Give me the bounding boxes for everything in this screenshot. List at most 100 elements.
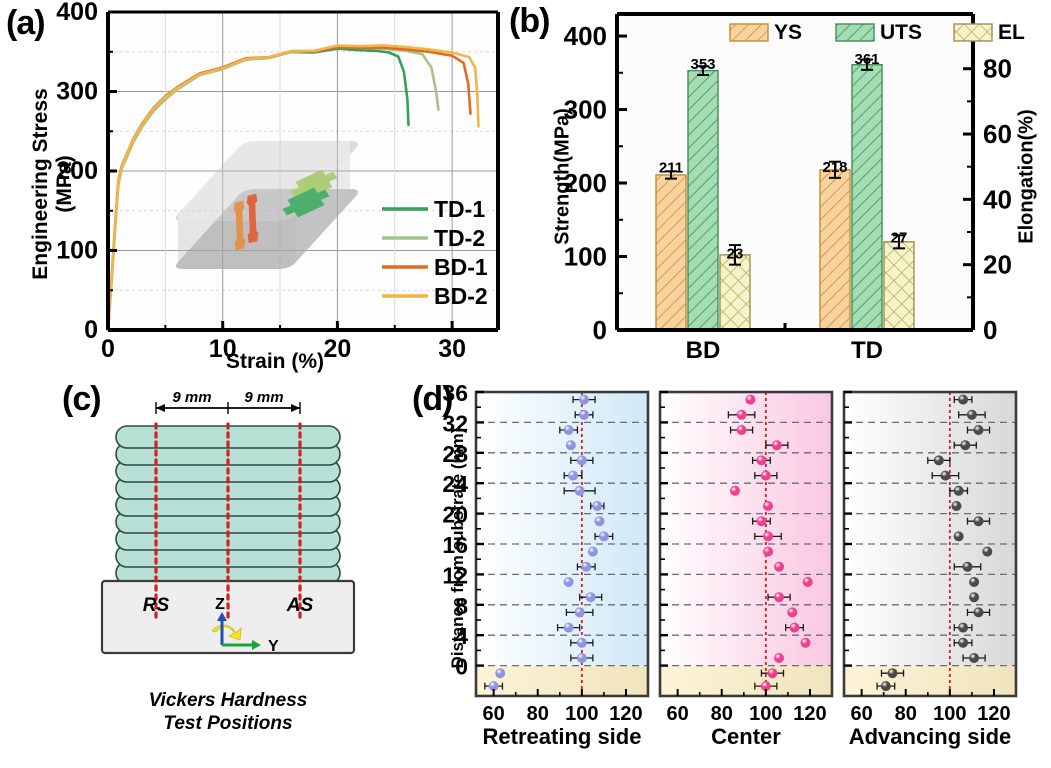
y-tick-label-right: 40 <box>983 184 1012 214</box>
bar-uts <box>851 64 883 331</box>
y-tick-label: 8 <box>455 593 468 619</box>
data-point <box>565 440 576 451</box>
y-tick-label-right: 60 <box>983 119 1012 149</box>
caption-line-2: Test Positions <box>163 713 292 734</box>
label-rs: RS <box>143 595 170 616</box>
y-tick-label: 36 <box>442 380 468 406</box>
panel-c-tag: (c) <box>62 380 102 418</box>
x-tick-label: 100 <box>749 703 782 725</box>
dim-arrow-right <box>291 404 300 412</box>
x-tick-label: 60 <box>667 703 689 725</box>
data-point <box>579 409 590 420</box>
y-tick-label: 12 <box>442 562 468 588</box>
legend-label: EL <box>998 21 1025 44</box>
bar-value-label: 23 <box>727 246 744 263</box>
panel-c: (c) 9 mm 9 mm RS AS Z Y Vickers Hardness Test P… <box>60 378 420 768</box>
data-point <box>756 516 767 527</box>
inset-block-side-right <box>296 141 358 262</box>
y-tick-label: 200 <box>56 157 98 185</box>
data-point <box>958 637 969 648</box>
x-tick-label: 80 <box>895 703 917 725</box>
data-point <box>729 485 740 496</box>
data-point <box>574 607 585 618</box>
x-tick-label: 120 <box>793 703 826 725</box>
bar-value-label: 218 <box>822 159 847 176</box>
panel-a: (a) Engineering Stress (MPa) Strain (%) … <box>0 0 510 378</box>
panel-b-tag: (b) <box>509 2 550 40</box>
y-tick-label-right: 20 <box>983 250 1012 280</box>
data-point <box>736 425 747 436</box>
data-point <box>579 394 590 405</box>
y-tick-label: 20 <box>442 502 468 528</box>
x-tick-label: 20 <box>324 335 352 363</box>
bar-uts <box>687 69 719 331</box>
y-tick-label-left: 0 <box>593 315 607 345</box>
bar-value-label: 211 <box>659 160 683 177</box>
y-tick-label-left: 200 <box>564 168 607 198</box>
subplot-xlabel: Retreating side <box>483 724 642 749</box>
panel-b-ylabel-left: Strength(MPa) <box>551 108 574 245</box>
x-tick-label: 120 <box>977 703 1010 725</box>
data-point <box>962 561 973 572</box>
data-point <box>594 516 605 527</box>
y-tick-label: 0 <box>84 316 98 344</box>
data-point <box>973 425 984 436</box>
subplot-background <box>844 392 1016 666</box>
panel-b-ylabel-right: Elongation(%) <box>1015 109 1038 244</box>
legend-label: YS <box>774 21 802 44</box>
subplot-background <box>660 392 832 666</box>
z-axis-label: Z <box>215 596 225 613</box>
data-point <box>598 531 609 542</box>
bar-el <box>719 254 751 331</box>
data-point <box>745 394 756 405</box>
data-point <box>563 576 574 587</box>
panel-b: (b) Strength(MPa) Elongation(%) 211 353 23… <box>505 0 1051 378</box>
x-tick-label: 0 <box>101 335 115 363</box>
y-tick-label-right: 80 <box>983 54 1012 84</box>
data-point <box>953 531 964 542</box>
data-point <box>756 455 767 466</box>
data-point <box>880 681 891 692</box>
specimen-bd <box>246 193 259 244</box>
dim-arrow-left <box>156 404 165 412</box>
bar-value-label: 27 <box>891 229 908 246</box>
data-point <box>563 622 574 633</box>
y-tick-label: 100 <box>56 237 98 265</box>
panel-d: (d) Distance from substrate (mm) 60 80 100… <box>410 378 1051 768</box>
data-point <box>958 394 969 405</box>
subplot-xlabel: Center <box>711 724 781 749</box>
data-point <box>760 470 771 481</box>
panel-a-ylabel: Engineering Stress (MPa) <box>29 88 76 280</box>
data-point <box>802 576 813 587</box>
legend-label: BD-1 <box>434 254 488 280</box>
y-tick-label: 400 <box>56 0 98 26</box>
y-axis-label: Y <box>268 638 279 655</box>
data-point <box>576 455 587 466</box>
y-tick-label: 16 <box>442 532 468 558</box>
data-point <box>789 622 800 633</box>
data-point <box>736 409 747 420</box>
data-point <box>774 652 785 663</box>
y-tick-label: 300 <box>56 78 98 106</box>
data-point <box>581 561 592 572</box>
data-point <box>982 546 993 557</box>
dimension-label-left: 9 mm <box>172 389 211 406</box>
caption-line-1: Vickers Hardness <box>149 690 308 711</box>
label-as: AS <box>286 595 314 616</box>
data-point <box>969 652 980 663</box>
x-tick-label: 100 <box>933 703 966 725</box>
data-point <box>563 425 574 436</box>
data-point <box>495 668 506 679</box>
substrate-region <box>844 665 1016 696</box>
data-point <box>787 607 798 618</box>
stress-strain-curve <box>106 44 480 332</box>
panel-b-plot: 211 353 23 BD 218 361 27 TD 0 100 200 300 400 0 20 40 60… <box>564 12 1025 364</box>
x-tick-label: 10 <box>209 335 237 363</box>
data-point <box>568 470 579 481</box>
bar-ys <box>819 169 851 331</box>
data-point <box>763 546 774 557</box>
data-point <box>585 592 596 603</box>
panel-a-tag: (a) <box>6 4 46 42</box>
data-point <box>933 455 944 466</box>
